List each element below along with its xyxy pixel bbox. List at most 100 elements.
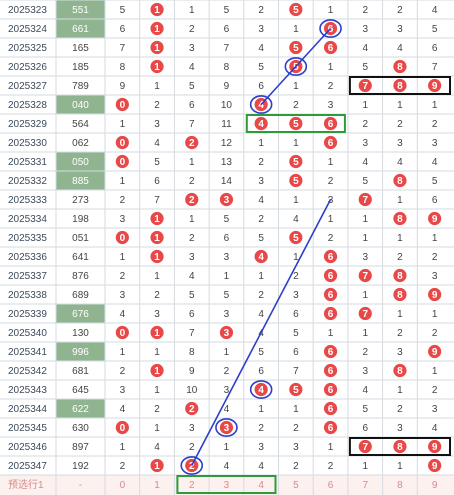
omission-value: 6	[189, 309, 195, 320]
omission-value: 1	[432, 309, 438, 320]
hit-ball	[185, 192, 199, 207]
hit-ball-label: 1	[154, 461, 160, 472]
omission-value: 2	[328, 233, 334, 244]
hit-ball	[323, 287, 338, 302]
omission-value: 3	[120, 214, 126, 225]
omission-value: 4	[189, 271, 195, 282]
hit-ball	[150, 21, 164, 36]
hit-ball-label: 8	[397, 176, 403, 187]
hit-ball-label: 6	[328, 290, 334, 301]
issue-number: 2025340	[8, 328, 47, 339]
draw-code: 062	[72, 138, 89, 149]
omission-value: 3	[397, 24, 403, 35]
omission-value: 6	[432, 43, 438, 54]
omission-value: 2	[293, 461, 299, 472]
omission-value: 5	[432, 176, 438, 187]
hit-ball-label: 5	[293, 5, 299, 16]
omission-value: 1	[397, 100, 403, 111]
footer-digit: 9	[432, 480, 438, 491]
omission-value: 4	[224, 461, 230, 472]
omission-value: 4	[362, 385, 368, 396]
hit-ball-label: 6	[328, 404, 334, 415]
hit-ball-label: 1	[154, 233, 160, 244]
omission-value: 2	[189, 24, 195, 35]
omission-value: 3	[120, 385, 126, 396]
omission-value: 10	[186, 385, 198, 396]
green-box-marker	[245, 114, 346, 133]
pick-circle-marker	[319, 19, 342, 38]
hit-ball-label: 9	[432, 81, 438, 92]
omission-value: 1	[328, 62, 334, 73]
hit-ball-label: 4	[258, 119, 264, 130]
hit-ball	[289, 116, 303, 131]
omission-value: 1	[362, 290, 368, 301]
issue-number: 2025324	[8, 24, 47, 35]
hit-ball	[323, 344, 338, 359]
hit-ball	[393, 363, 407, 378]
omission-value: 4	[258, 43, 264, 54]
hit-ball-label: 9	[432, 290, 438, 301]
hit-ball-label: 7	[362, 442, 368, 453]
omission-value: 1	[154, 81, 160, 92]
omission-value: 1	[328, 442, 334, 453]
omission-value: 5	[432, 24, 438, 35]
omission-value: 1	[397, 195, 403, 206]
hit-ball	[254, 249, 268, 264]
omission-value: 3	[362, 138, 368, 149]
issue-number: 2025333	[8, 195, 47, 206]
draw-code: 198	[72, 214, 89, 225]
hit-ball	[254, 116, 268, 131]
hit-ball-label: 6	[328, 347, 334, 358]
omission-value: 5	[189, 290, 195, 301]
omission-value: 1	[397, 233, 403, 244]
hit-ball	[323, 306, 338, 321]
hit-ball-label: 3	[224, 423, 230, 434]
hit-ball-label: 8	[397, 442, 403, 453]
omission-value: 4	[120, 309, 126, 320]
omission-value: 1	[362, 233, 368, 244]
omission-value: 1	[397, 461, 403, 472]
omission-value: 2	[120, 195, 126, 206]
omission-value: 6	[120, 24, 126, 35]
omission-value: 6	[432, 195, 438, 206]
omission-value: 2	[397, 404, 403, 415]
hit-ball-label: 1	[154, 43, 160, 54]
omission-value: 2	[293, 423, 299, 434]
omission-value: 5	[293, 328, 299, 339]
omission-value: 4	[258, 309, 264, 320]
hit-ball	[393, 268, 407, 283]
hit-ball-label: 6	[328, 252, 334, 263]
hit-ball	[393, 173, 407, 188]
footer-label: 预选行1	[8, 478, 44, 491]
omission-value: 6	[258, 81, 264, 92]
omission-value: 7	[189, 119, 195, 130]
hit-ball-label: 1	[154, 214, 160, 225]
issue-number: 2025326	[8, 62, 47, 73]
footer-code: -	[79, 480, 82, 491]
draw-code: 050	[72, 157, 89, 168]
omission-value: 1	[293, 404, 299, 415]
hit-ball	[289, 230, 303, 245]
code-highlight-bg	[56, 399, 105, 418]
hit-ball	[219, 192, 234, 207]
omission-value: 2	[328, 81, 334, 92]
hit-ball-label: 2	[189, 138, 195, 149]
omission-value: 6	[362, 423, 368, 434]
omission-value: 4	[154, 442, 160, 453]
issue-number: 2025344	[8, 404, 47, 415]
hit-ball	[393, 78, 407, 93]
issue-number: 2025331	[8, 157, 47, 168]
omission-value: 4	[397, 157, 403, 168]
omission-value: 4	[432, 5, 438, 16]
issue-number: 2025334	[8, 214, 47, 225]
footer-digit: 0	[120, 480, 126, 491]
hit-ball-label: 9	[432, 347, 438, 358]
hit-ball-label: 0	[120, 157, 126, 168]
hit-ball-label: 9	[432, 214, 438, 225]
hit-ball	[289, 154, 303, 169]
omission-value: 3	[362, 24, 368, 35]
code-highlight-bg	[56, 95, 105, 114]
omission-value: 2	[189, 176, 195, 187]
draw-code: 789	[72, 81, 89, 92]
omission-value: 3	[432, 138, 438, 149]
